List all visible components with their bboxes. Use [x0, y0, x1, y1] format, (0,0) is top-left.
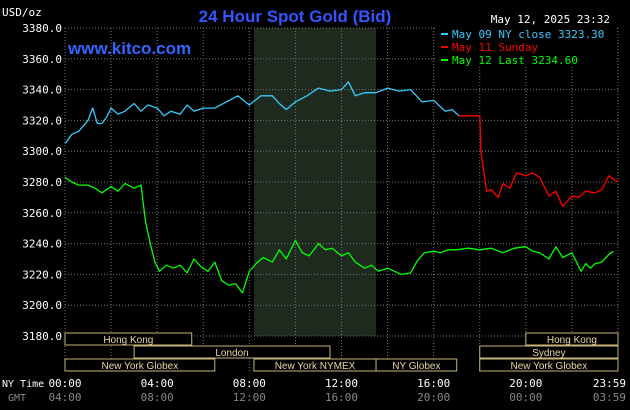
y-tick-label: 3220.0 [22, 268, 62, 281]
session-bar: New York NYMEX [253, 358, 377, 372]
session-bar: Sydney [479, 345, 619, 359]
session-bar-box [479, 345, 619, 359]
x-tick-label-ny: 23:59 [593, 377, 626, 390]
legend-swatch-last [441, 59, 448, 61]
y-axis-ticks: 3380.0 3360.0 3340.0 3320.0 3300.0 3280.0 3260… [22, 22, 62, 343]
session-bar-label: New York Globex [511, 361, 588, 372]
session-bar: New York Globex [64, 358, 216, 372]
session-bar: Hong Kong [525, 332, 619, 346]
y-tick-label: 3300.0 [22, 145, 62, 158]
series-line-1 [459, 115, 619, 208]
session-bar-label: Sydney [532, 348, 565, 359]
session-bar: NY Globex [375, 358, 458, 372]
x-tick-label-gmt: 16:00 [325, 391, 358, 404]
chart-title: 24 Hour Spot Gold (Bid) [199, 7, 392, 26]
legend-item-last: May 12 Last 3234.60 [441, 54, 578, 67]
x-axis-ticks: 00:0004:0004:0008:0008:0012:0012:0016:00… [48, 377, 626, 404]
x-tick-label-ny: 16:00 [417, 377, 450, 390]
y-axis-unit-label: USD/oz [2, 6, 42, 19]
legend: May 09 NY close 3323.30 May 11 Sunday Ma… [437, 27, 617, 67]
session-bar-box [64, 358, 216, 372]
legend-label-ny-close: May 09 NY close 3323.30 [452, 28, 604, 41]
x-tick-label-gmt: 20:00 [417, 391, 450, 404]
trading-sessions: Hong Kong London New York Globex New York N… [64, 332, 619, 372]
x-tick-label-gmt: 12:00 [233, 391, 266, 404]
y-tick-label: 3280.0 [22, 176, 62, 189]
legend-swatch-sunday [441, 46, 448, 48]
grid-lines [64, 27, 619, 372]
y-tick-label: 3180.0 [22, 330, 62, 343]
session-bar-box [479, 358, 619, 372]
y-tick-label: 3360.0 [22, 53, 62, 66]
price-series [64, 81, 619, 294]
legend-label-last: May 12 Last 3234.60 [452, 54, 578, 67]
y-tick-label: 3260.0 [22, 207, 62, 220]
x-tick-label-gmt: 04:00 [48, 391, 81, 404]
session-bar: New York Globex [479, 358, 619, 372]
session-bar: London [133, 345, 331, 359]
x-tick-label-ny: 20:00 [509, 377, 542, 390]
session-bar-box [133, 345, 331, 359]
legend-box [437, 27, 617, 67]
session-bar-label: New York Globex [102, 361, 179, 372]
session-bar-label: NY Globex [392, 361, 440, 372]
session-bar-label: London [215, 348, 248, 359]
series-line-2 [64, 176, 614, 294]
x-tick-label-ny: 12:00 [325, 377, 358, 390]
session-bar-label: New York NYMEX [275, 361, 356, 372]
legend-item-ny-close: May 09 NY close 3323.30 [441, 28, 604, 41]
timestamp: May 12, 2025 23:32 [491, 13, 610, 26]
nymex-shaded-region [253, 28, 377, 336]
x-tick-label-ny: 04:00 [141, 377, 174, 390]
legend-swatch-ny-close [441, 33, 448, 35]
x-tick-label-ny: 00:00 [48, 377, 81, 390]
session-bar-box [64, 332, 193, 346]
x-tick-label-gmt: 08:00 [141, 391, 174, 404]
x-tick-label-ny: 08:00 [233, 377, 266, 390]
legend-item-sunday: May 11 Sunday [441, 41, 538, 54]
session-bar-label: Hong Kong [547, 335, 597, 346]
x-tick-label-gmt: 03:59 [593, 391, 626, 404]
session-bar: Hong Kong [64, 332, 193, 346]
legend-label-sunday: May 11 Sunday [452, 41, 538, 54]
x-tick-label-gmt: 00:00 [509, 391, 542, 404]
website-watermark: www.kitco.com [67, 39, 191, 58]
x-axis-row2-label: GMT [8, 393, 26, 404]
session-bar-label: Hong Kong [103, 335, 153, 346]
y-tick-label: 3380.0 [22, 22, 62, 35]
session-bar-box [525, 332, 619, 346]
series-line-0 [64, 81, 460, 144]
session-bar-box [375, 358, 458, 372]
y-tick-label: 3320.0 [22, 114, 62, 127]
x-axis-row1-label: NY Time [2, 379, 44, 390]
y-tick-label: 3240.0 [22, 238, 62, 251]
y-tick-label: 3200.0 [22, 299, 62, 312]
y-tick-label: 3340.0 [22, 84, 62, 97]
